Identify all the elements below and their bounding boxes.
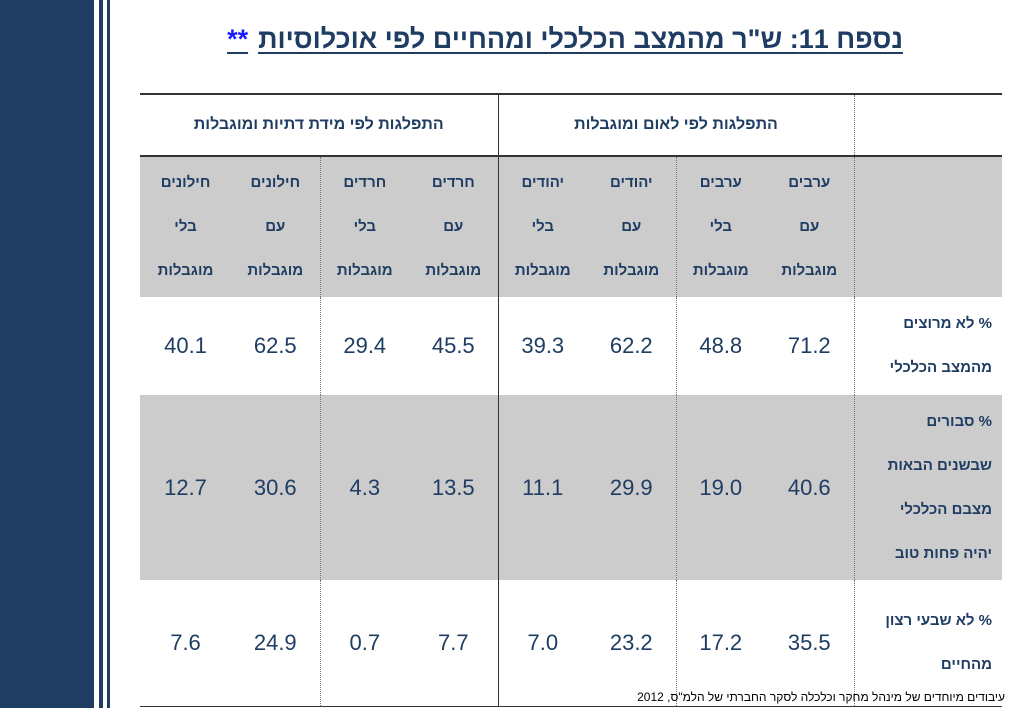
column-header: חרדים בלי מוגבלות <box>319 156 410 297</box>
table-cell: 35.5 <box>765 580 855 707</box>
column-header: חילונים עם מוגבלות <box>231 156 321 297</box>
group-header-nation: התפלגות לפי לאום ומוגבלות <box>497 93 855 157</box>
row-label: % לא שבעי רצון מהחיים <box>853 580 1003 707</box>
table-cell: 39.3 <box>497 297 588 395</box>
table-cell: 40.1 <box>140 297 232 395</box>
table-cell: 13.5 <box>409 395 499 580</box>
source-footnote: עיבודים מיוחדים של מינהל מחקר וכלכלה לסק… <box>637 690 1005 704</box>
table-cell: 29.4 <box>319 297 410 395</box>
table-row: % לא שבעי רצון מהחיים 35.5 17.2 23.2 7.0 … <box>140 580 1003 707</box>
sidebar-bar <box>0 0 94 708</box>
table-cell: 7.6 <box>140 580 232 707</box>
footnote-link[interactable]: ** <box>227 24 249 54</box>
table-cell: 24.9 <box>231 580 321 707</box>
group-header-religion: התפלגות לפי מידת דתיות ומוגבלות <box>140 93 499 157</box>
table-cell: 19.0 <box>675 395 766 580</box>
table-cell: 62.2 <box>587 297 677 395</box>
table-cell: 4.3 <box>319 395 410 580</box>
table-cell: 29.9 <box>587 395 677 580</box>
sidebar-decoration <box>0 0 112 708</box>
row-label: % לא מרוצים מהמצב הכלכלי <box>853 297 1003 395</box>
table-cell: 40.6 <box>765 395 855 580</box>
page-title: נספח 11: ש"ר מהמצב הכלכלי ומהחיים לפי או… <box>140 24 903 68</box>
table-cell: 45.5 <box>409 297 499 395</box>
table-cell: 7.0 <box>497 580 588 707</box>
table-cell: 71.2 <box>765 297 855 395</box>
row-label: % סבורים שבשנים הבאות מצבם הכלכלי יהיה פחות… <box>853 395 1003 580</box>
table-row: % לא מרוצים מהמצב הכלכלי 71.2 48.8 62.2 3… <box>140 297 1003 395</box>
corner-cell <box>853 156 1003 297</box>
table-row: % סבורים שבשנים הבאות מצבם הכלכלי יהיה פחות… <box>140 395 1003 580</box>
column-header: יהודים עם מוגבלות <box>587 156 677 297</box>
title-text: נספח 11: ש"ר מהמצב הכלכלי ומהחיים לפי או… <box>258 24 903 54</box>
corner-cell <box>853 93 1003 157</box>
data-table: התפלגות לפי לאום ומוגבלות התפלגות לפי מי… <box>140 93 1003 707</box>
table-cell: 12.7 <box>140 395 232 580</box>
table-cell: 7.7 <box>409 580 499 707</box>
column-header: חילונים בלי מוגבלות <box>140 156 232 297</box>
table-cell: 11.1 <box>497 395 588 580</box>
table-cell: 48.8 <box>675 297 766 395</box>
table-cell: 17.2 <box>675 580 766 707</box>
table-cell: 23.2 <box>587 580 677 707</box>
table-cell: 30.6 <box>231 395 321 580</box>
sidebar-stripe <box>107 0 110 708</box>
column-header: יהודים בלי מוגבלות <box>497 156 588 297</box>
column-header-row: ערבים עם מוגבלות ערבים בלי מוגבלות יהודים עם מ… <box>140 156 1003 297</box>
group-header-row: התפלגות לפי לאום ומוגבלות התפלגות לפי מי… <box>140 93 1003 157</box>
table-cell: 62.5 <box>231 297 321 395</box>
sidebar-stripe <box>99 0 103 708</box>
table-cell: 0.7 <box>319 580 410 707</box>
column-header: ערבים בלי מוגבלות <box>675 156 766 297</box>
column-header: ערבים עם מוגבלות <box>765 156 855 297</box>
column-header: חרדים עם מוגבלות <box>409 156 499 297</box>
